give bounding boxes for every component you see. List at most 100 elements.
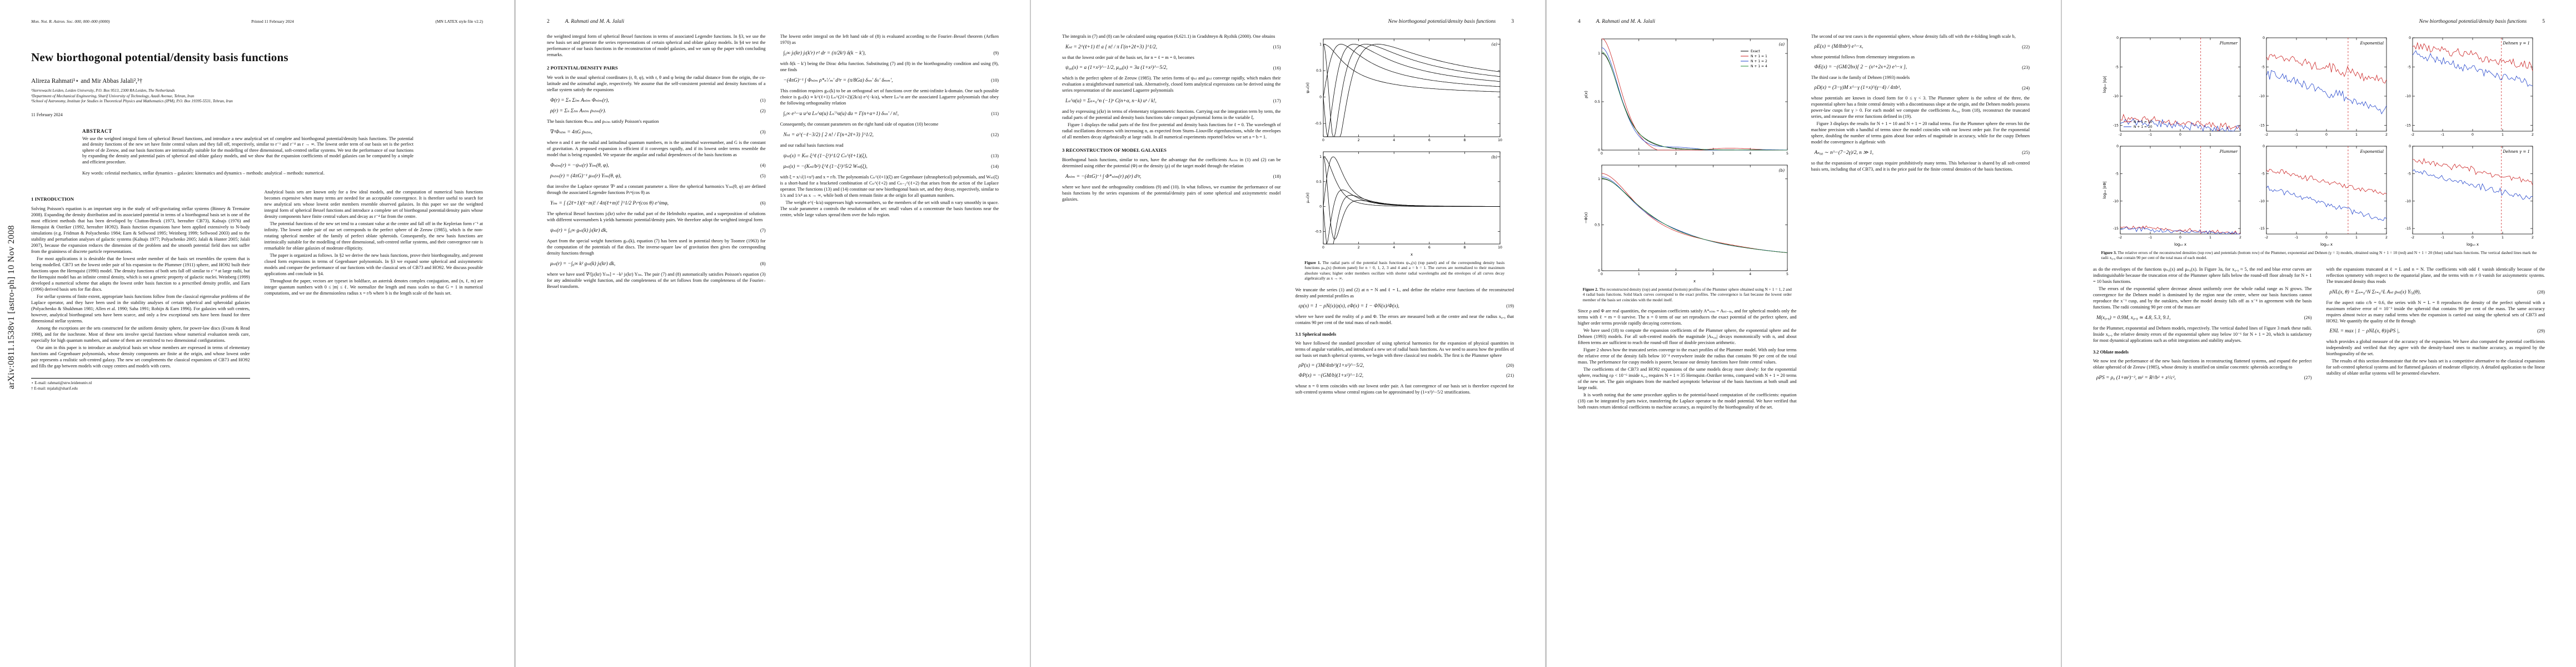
svg-text:-15: -15 [2112,227,2118,231]
equation-body: ρ(r) = Σₙ Σₗₘ Aₙₗₘ ρₙₗₘ(r). [550,108,606,114]
equation-number: (27) [2304,375,2312,380]
running-title: New biorthogonal potential/density basis… [2419,19,2527,24]
equation-body: ψ₀₀(x) = a (1+x²)^−1/2, μ₀₀(x) = 3a (1+x… [1065,65,1168,71]
svg-text:-10: -10 [2112,200,2118,203]
svg-text:1: 1 [1598,52,1600,56]
svg-text:6: 6 [1428,246,1431,250]
paragraph: so that the lowest order pair of the bas… [1062,55,1194,60]
svg-text:−Φ(x): −Φ(x) [1584,212,1588,223]
equation-number: (18) [1273,174,1281,179]
equation: ρP(x) = (3M/4πb³)(1+x²)^−5/2, (20) [1299,363,1514,369]
affiliation-2: ²Department of Mechanical Engineering, S… [31,93,195,98]
figure-label: Figure 3. [2101,250,2117,255]
arxiv-identifier: arXiv:0811.1538v1 [astro-ph] 10 Nov 2008 [7,225,16,389]
printed-date: Printed 11 February 2024 [251,19,294,24]
equation-body: Φₙₗₘ(r) = −ψₙₗ(r) Yₗₘ(θ, φ), [550,163,609,168]
svg-text:-0.5: -0.5 [1315,230,1322,234]
svg-text:-1: -1 [2440,133,2444,137]
equation: M(x₀.₉) = 0.9M, x₀.₉ ≃ 4.8, 5.3, 9.1, (26… [2096,315,2312,321]
equation-number: (5) [760,173,766,178]
svg-text:Exponential: Exponential [2359,150,2383,154]
page1-left-column: 1 INTRODUCTION Solving Poisson's equation… [31,189,250,511]
paragraph: which is the perfect sphere of de Zeeuw … [1062,76,1281,93]
equation-number: (8) [760,261,766,266]
svg-text:ρ(x): ρ(x) [1584,91,1588,98]
subsection-heading: 3.1 Spherical models [1295,331,1337,337]
paragraph: so that the expansions of steeper cusps … [1811,161,2030,172]
running-authors: A. Rahmati and M. A. Jalali [1596,19,1656,24]
equation-number: (22) [2022,44,2030,49]
svg-text:8: 8 [1464,246,1466,250]
svg-text:6: 6 [1428,138,1431,142]
equation-body: Nₙₗ = a^(−ℓ−3/2) [ 2 n! / Γ(n+2ℓ+3) ]^1/… [783,132,874,138]
page-5: New biorthogonal potential/density basis… [2062,0,2576,667]
style-note: (MN LATEX style file v2.2) [435,19,483,24]
paragraph: Since ρ and Φ are real quantities, the e… [1578,308,1797,326]
svg-text:N + 1 = 1: N + 1 = 1 [1751,54,1767,58]
svg-text:Plummer: Plummer [2219,150,2238,154]
paragraph: where we have used the orthogonality con… [1062,185,1281,202]
equation: ΦE(x) = −(GM/2bx)[ 2 − (x²+2x+2) e^−x ],… [1815,64,2030,70]
svg-text:0: 0 [2409,36,2411,40]
paragraph: The second of our test cases is the expo… [1811,34,2016,39]
equation-body: Kₙₗ = 2^(ℓ+1) ℓ! a [ n! / π Γ(n+2ℓ+3) ]^… [1065,44,1158,50]
svg-text:0: 0 [1319,96,1322,99]
paragraph: where n and ℓ are the radial and latitud… [547,140,766,157]
equation-number: (7) [760,228,766,233]
equation: ρ(r) = Σₙ Σₗₘ Aₙₗₘ ρₙₗₘ(r). (2) [550,108,766,114]
svg-text:0: 0 [2472,133,2474,137]
equation: ∇²Φₙₗₘ = 4πG ρₙₗₘ, (3) [550,129,766,135]
paragraph: We truncate the series (1) and (2) at n … [1295,287,1514,298]
svg-text:-2: -2 [2410,133,2414,137]
svg-text:0: 0 [1322,138,1324,142]
equation-number: (23) [2022,64,2030,70]
section-heading: 3 RECONSTRUCTION OF MODEL GALAXIES [1062,147,1167,153]
svg-text:-5: -5 [2407,66,2410,69]
equation-body: μₙₗ(r) = −∫₀∞ k² gₙₗ(k) jₗ(kr) dk, [550,261,616,267]
abstract-text: We use the weighted integral form of sph… [82,136,413,165]
equation: ρNL(x, θ) = Σₙ₌₀^N Σₗ₌₀^L Aₙₗ ρₙₗ(x) Yₗ₀… [2330,289,2545,295]
paragraph: The basis functions Φₙₗₘ and ρₙₗₘ satisf… [547,119,659,124]
equation-body: ρE(x) = (M/8πb³) e^−x, [1814,44,1864,49]
page3-columns: The integrals in (7) and (8) can be calc… [1062,33,1514,633]
equation-body: ∫₀∞ jₗ(kr) jₗ(k′r) r² dr = (π/2k²) δ(k −… [783,51,866,56]
abstract-block: ABSTRACT We use the weighted integral fo… [82,128,413,177]
svg-text:10: 10 [1498,138,1502,142]
svg-text:5: 5 [1786,272,1788,276]
equation: ρD(x) = (3−γ)M x^−γ (1+x)^(γ−4) / 4πb³, (… [1815,85,2030,91]
svg-text:-2: -2 [2118,236,2121,240]
svg-text:N + 1 = 10: N + 1 = 10 [2134,120,2153,124]
running-head: 4 A. Rahmati and M. A. Jalali [1578,19,2030,24]
figure-1-panels: 0 2 4 6 8 10 -0.5 0 0.5 1 ψₙ₀(x) (a) 0 2 4 6 8 10 -0.5 0 0.5… [1304,34,1505,257]
journal-line: Mon. Not. R. Astron. Soc. 000, 000–000 (… [31,19,483,24]
svg-text:1: 1 [1319,155,1322,159]
paragraph: Apart from the special weight functions … [547,238,766,256]
equation: μₙₗ(x) = −(Kₙₗ/b²) ξ^ℓ (1−ξ²)^5/2 Wₙₗ(ξ)… [784,163,999,170]
svg-text:0: 0 [1601,152,1603,156]
paragraph: This condition requires gₙₗ(k) to be an … [780,88,999,106]
svg-text:0.5: 0.5 [1595,223,1600,227]
svg-text:log₁₀ x: log₁₀ x [2174,242,2186,247]
svg-text:0: 0 [2116,145,2119,148]
page-4: 4 A. Rahmati and M. A. Jalali 0 1 2 3 4 5 0 0.5… [1547,0,2061,667]
svg-text:0: 0 [2179,133,2181,137]
equation-number: (21) [1506,373,1514,379]
paragraph: with the expansions truncated at ℓ = L a… [2326,266,2545,284]
svg-text:-10: -10 [2259,94,2264,98]
equation-number: (19) [1506,303,1514,309]
svg-text:Exponential: Exponential [2359,41,2383,46]
equation-number: (29) [2537,328,2545,334]
svg-text:Dehnen γ = 1: Dehnen γ = 1 [2502,150,2530,154]
running-title: New biorthogonal potential/density basis… [1388,19,1496,24]
page5-right-column: with the expansions truncated at ℓ = L a… [2326,266,2545,611]
svg-text:2: 2 [2532,236,2534,240]
svg-text:Exact: Exact [1751,49,1760,53]
svg-text:2: 2 [1675,152,1677,156]
affiliation-3: ³School of Astronomy, Institute for Stud… [31,99,233,103]
svg-text:(b): (b) [1778,168,1785,173]
paragraph: Solving Poisson's equation is an importa… [31,206,250,255]
svg-text:4: 4 [1393,246,1395,250]
svg-text:(b): (b) [1492,155,1498,160]
